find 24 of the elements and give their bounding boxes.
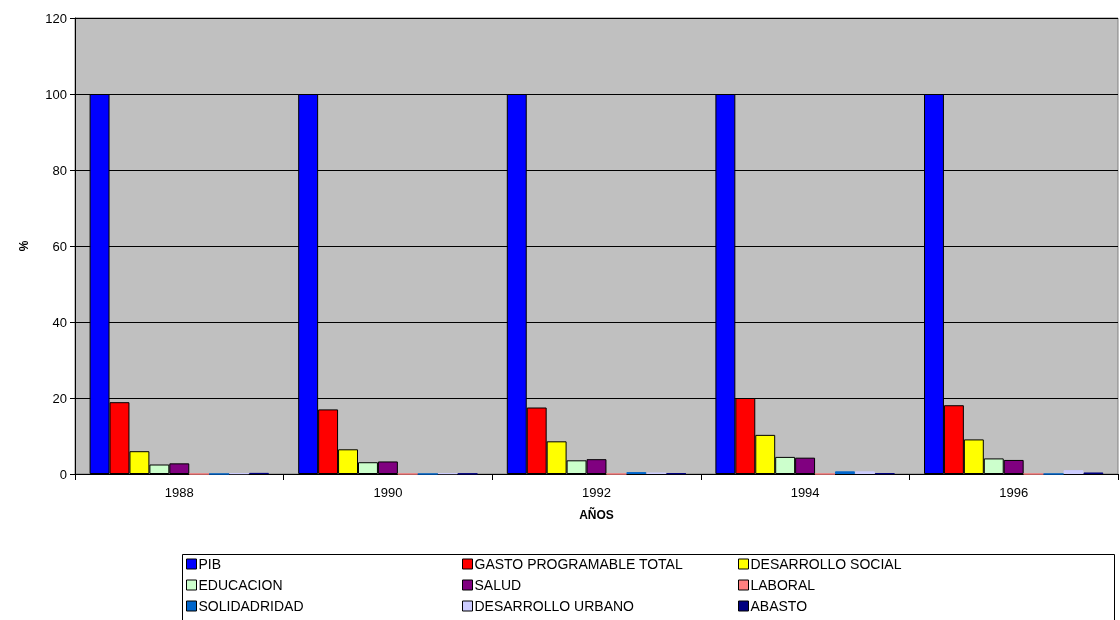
x-tick-label: 1990 <box>373 485 403 500</box>
x-tick-label: 1992 <box>582 485 611 500</box>
legend-label: SOLIDADRIDAD <box>198 598 304 614</box>
y-tick-label: 100 <box>45 86 67 102</box>
y-tick-label: 120 <box>45 10 67 26</box>
x-axis-title: AÑOS <box>579 507 614 522</box>
x-tick-label: 1994 <box>790 485 820 500</box>
legend-label: ABASTO <box>750 598 808 614</box>
y-tick-label: 0 <box>59 466 67 482</box>
y-tick-label: 80 <box>52 162 67 178</box>
legend-label: PIB <box>198 556 222 572</box>
x-tick-label: 1996 <box>999 485 1029 500</box>
y-tick-label: 20 <box>52 390 67 406</box>
legend-label: LABORAL <box>750 577 816 593</box>
y-tick-label: 60 <box>52 238 67 254</box>
y-tick-label: 40 <box>52 314 67 330</box>
y-axis-title: % <box>17 240 31 252</box>
x-tick-label: 1988 <box>164 485 194 500</box>
bar <box>1063 470 1084 474</box>
legend-label: DESARROLLO SOCIAL <box>750 556 902 572</box>
legend-label: GASTO PROGRAMABLE TOTAL <box>474 556 683 572</box>
legend-label: SALUD <box>474 577 522 593</box>
legend-label: DESARROLLO URBANO <box>474 598 635 614</box>
legend-label: EDUCACION <box>198 577 283 593</box>
